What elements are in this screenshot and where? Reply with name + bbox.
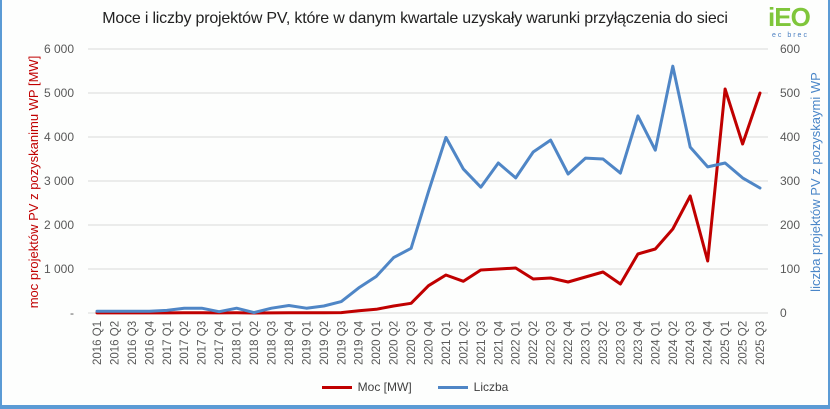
x-tick-label: 2024 Q3 — [685, 321, 697, 365]
y-tick-left: 4 000 — [44, 130, 74, 144]
x-tick-label: 2021 Q3 — [476, 321, 488, 365]
y-tick-left: - — [70, 306, 74, 320]
y-axis-title-right: liczba projektów PV z pozyskaymi WP — [808, 72, 823, 292]
legend: Moc [MW] Liczba — [0, 380, 830, 394]
legend-label-liczba: Liczba — [473, 380, 509, 394]
x-tick-label: 2021 Q1 — [441, 321, 453, 365]
series-line-liczba — [95, 64, 762, 315]
legend-swatch-moc — [321, 385, 352, 389]
y-tick-right: 200 — [780, 218, 800, 232]
x-tick-label: 2016 Q2 — [109, 321, 121, 365]
y-tick-left: 5 000 — [44, 86, 74, 100]
x-tick-label: 2024 Q1 — [650, 321, 662, 365]
x-tick-label: 2019 Q2 — [319, 321, 331, 365]
x-tick-label: 2023 Q1 — [581, 321, 593, 365]
y-tick-right: 300 — [780, 174, 800, 188]
series-line-moc — [95, 87, 762, 315]
x-tick-label: 2024 Q2 — [668, 321, 680, 365]
x-tick-label: 2022 Q4 — [563, 320, 575, 365]
x-tick-label: 2018 Q2 — [249, 321, 261, 365]
x-tick-label: 2023 Q4 — [633, 320, 645, 365]
y-tick-left: 1 000 — [44, 262, 74, 276]
y-tick-right: 400 — [780, 130, 800, 144]
x-tick-label: 2022 Q3 — [546, 321, 558, 365]
x-tick-label: 2023 Q3 — [615, 321, 627, 365]
x-tick-label: 2022 Q2 — [528, 321, 540, 365]
x-tick-label: 2024 Q4 — [703, 320, 715, 365]
logo-subtext: ec brec — [772, 32, 809, 39]
x-tick-label: 2019 Q1 — [301, 321, 313, 365]
x-tick-label: 2020 Q4 — [424, 320, 436, 365]
y-tick-left: 3 000 — [44, 174, 74, 188]
x-tick-label: 2017 Q1 — [162, 321, 174, 365]
x-tick-label: 2022 Q1 — [511, 321, 523, 365]
x-tick-label: 2021 Q2 — [458, 321, 470, 365]
x-tick-label: 2020 Q2 — [389, 321, 401, 365]
legend-label-moc: Moc [MW] — [357, 380, 412, 394]
x-tick-label: 2017 Q3 — [197, 321, 209, 365]
x-tick-label: 2021 Q4 — [493, 320, 505, 365]
x-tick-label: 2016 Q3 — [127, 321, 139, 365]
x-tick-label: 2018 Q4 — [284, 320, 296, 365]
x-tick-label: 2025 Q2 — [738, 321, 750, 365]
y-tick-right: 0 — [780, 306, 787, 320]
logo-mark: iEO — [768, 2, 811, 32]
legend-item-moc: Moc [MW] — [321, 380, 412, 394]
y-tick-left: 2 000 — [44, 218, 74, 232]
x-tick-label: 2025 Q3 — [755, 321, 767, 365]
x-tick-label: 2018 Q3 — [266, 321, 278, 365]
x-tick-label: 2020 Q1 — [371, 321, 383, 365]
x-tick-label: 2019 Q4 — [354, 320, 366, 365]
x-tick-label: 2017 Q4 — [214, 320, 226, 365]
y-tick-right: 100 — [780, 262, 800, 276]
y-tick-right: 600 — [780, 42, 800, 56]
x-tick-label: 2016 Q1 — [92, 321, 104, 365]
x-tick-label: 2018 Q1 — [232, 321, 244, 365]
legend-swatch-liczba — [437, 385, 468, 389]
x-tick-label: 2016 Q4 — [144, 320, 156, 365]
y-axis-title-left: moc projektów PV z pozyskanimu WP [MW] — [26, 56, 41, 309]
x-tick-label: 2023 Q2 — [598, 321, 610, 365]
x-tick-label: 2025 Q1 — [720, 321, 732, 365]
y-tick-right: 500 — [780, 86, 800, 100]
ieo-logo: iEO ec brec — [768, 4, 818, 44]
x-tick-label: 2017 Q2 — [179, 321, 191, 365]
x-tick-label: 2020 Q3 — [406, 321, 418, 365]
y-tick-left: 6 000 — [44, 42, 74, 56]
x-tick-label: 2019 Q3 — [336, 321, 348, 365]
chart-title: Moce i liczby projektów PV, które w dany… — [102, 10, 728, 27]
legend-item-liczba: Liczba — [437, 380, 509, 394]
